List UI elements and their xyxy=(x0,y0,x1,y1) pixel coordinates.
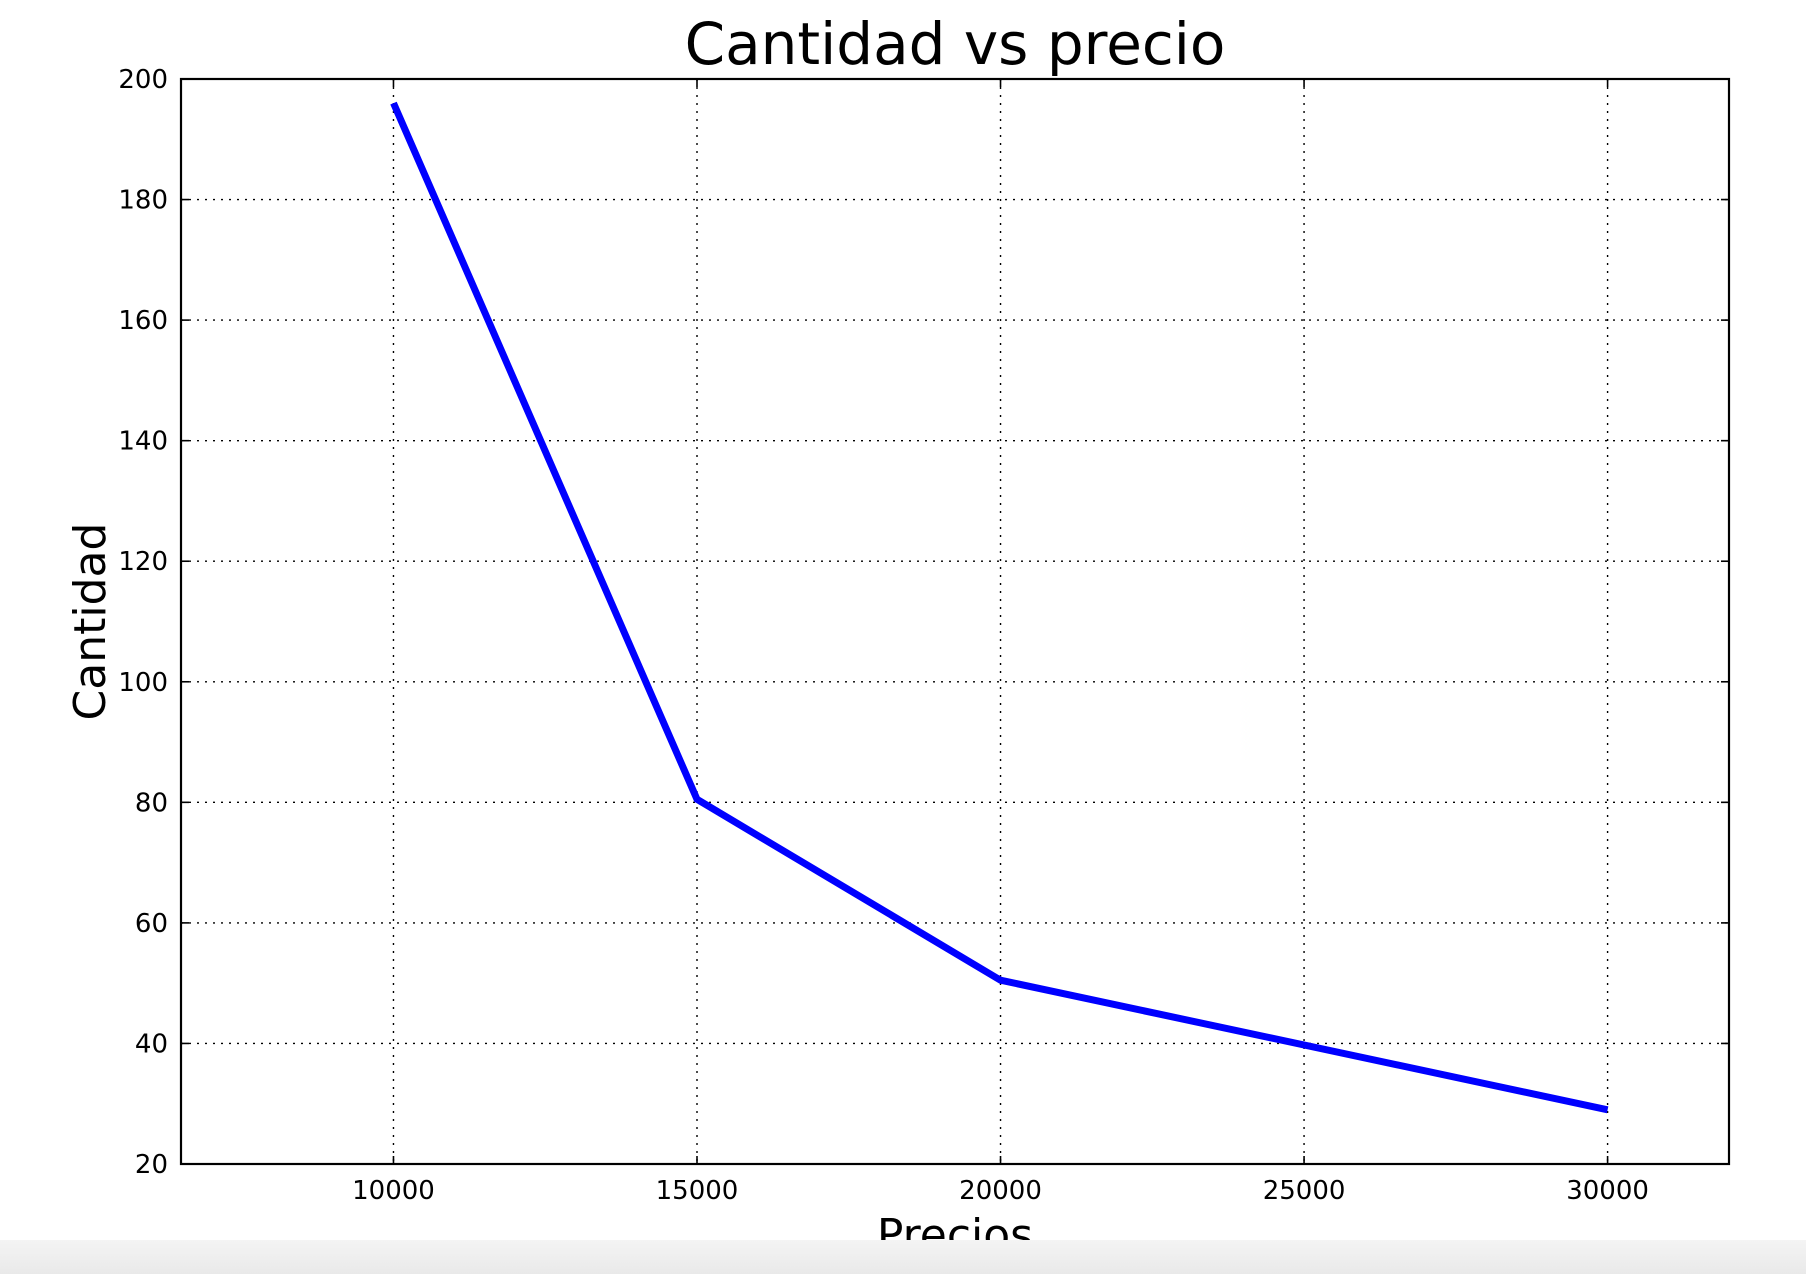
x-tick-label: 20000 xyxy=(959,1176,1042,1206)
y-tick-label: 180 xyxy=(118,186,168,216)
series-line xyxy=(390,101,1609,1114)
chart-title: Cantidad vs precio xyxy=(685,10,1226,78)
series-layer xyxy=(390,101,1609,1114)
y-tick-label: 20 xyxy=(135,1150,168,1180)
y-tick-label: 120 xyxy=(118,547,168,577)
y-tick-label: 40 xyxy=(135,1029,168,1059)
x-tick-label: 30000 xyxy=(1566,1176,1649,1206)
y-axis-title: Cantidad xyxy=(65,523,116,721)
plot-frame xyxy=(179,77,1731,1166)
tick-labels: 10000 15000 20000 25000 30000 20 40 60 80 100 120 1… xyxy=(118,65,1649,1206)
y-tick-label: 160 xyxy=(118,306,168,336)
x-tick-label: 10000 xyxy=(352,1176,435,1206)
x-tick-label: 15000 xyxy=(656,1176,739,1206)
window-bottom-strip xyxy=(0,1240,1806,1274)
grid xyxy=(181,79,1729,1164)
x-tick-label: 25000 xyxy=(1263,1176,1346,1206)
axis-ticks xyxy=(181,78,1729,1165)
y-tick-label: 200 xyxy=(118,65,168,95)
y-tick-label: 140 xyxy=(118,427,168,457)
y-tick-label: 100 xyxy=(118,668,168,698)
y-tick-label: 80 xyxy=(135,788,168,818)
y-tick-label: 60 xyxy=(135,909,168,939)
